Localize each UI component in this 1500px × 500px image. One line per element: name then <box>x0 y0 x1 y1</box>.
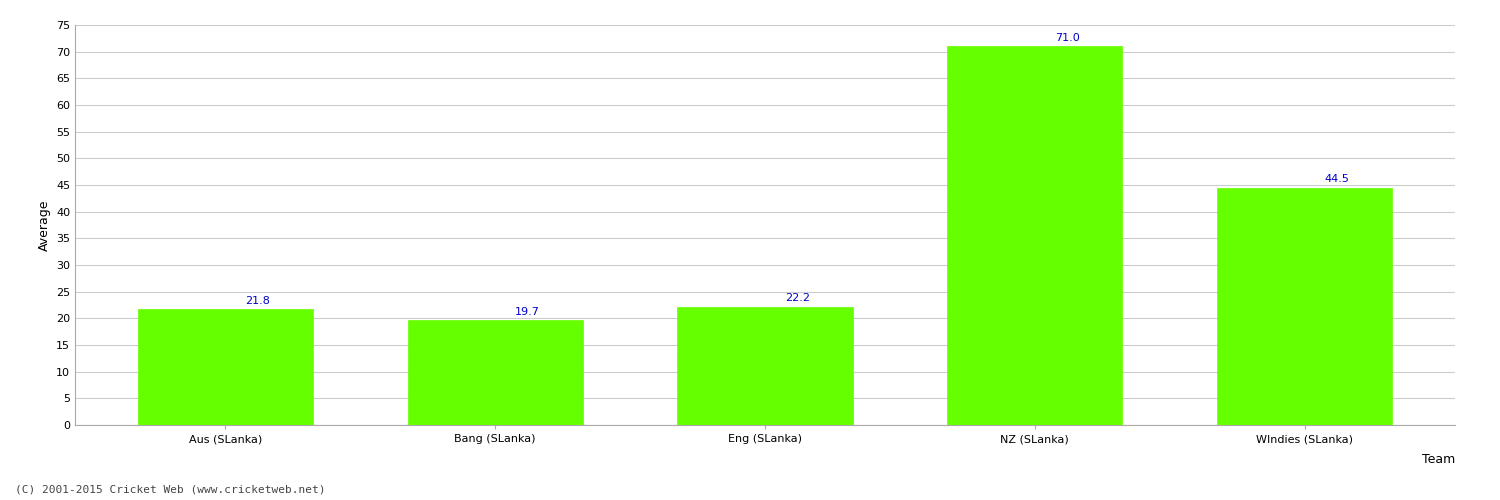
Text: (C) 2001-2015 Cricket Web (www.cricketweb.net): (C) 2001-2015 Cricket Web (www.cricketwe… <box>15 485 326 495</box>
Text: 22.2: 22.2 <box>784 294 810 304</box>
Bar <box>408 320 584 425</box>
X-axis label: Team: Team <box>1422 453 1455 466</box>
Bar <box>1216 188 1392 425</box>
Bar <box>138 308 314 425</box>
Text: 19.7: 19.7 <box>514 306 540 316</box>
Y-axis label: Average: Average <box>38 199 51 251</box>
Text: 71.0: 71.0 <box>1054 33 1080 43</box>
Bar <box>946 46 1122 425</box>
Text: 44.5: 44.5 <box>1324 174 1350 184</box>
Text: 21.8: 21.8 <box>246 296 270 306</box>
Bar <box>678 306 852 425</box>
